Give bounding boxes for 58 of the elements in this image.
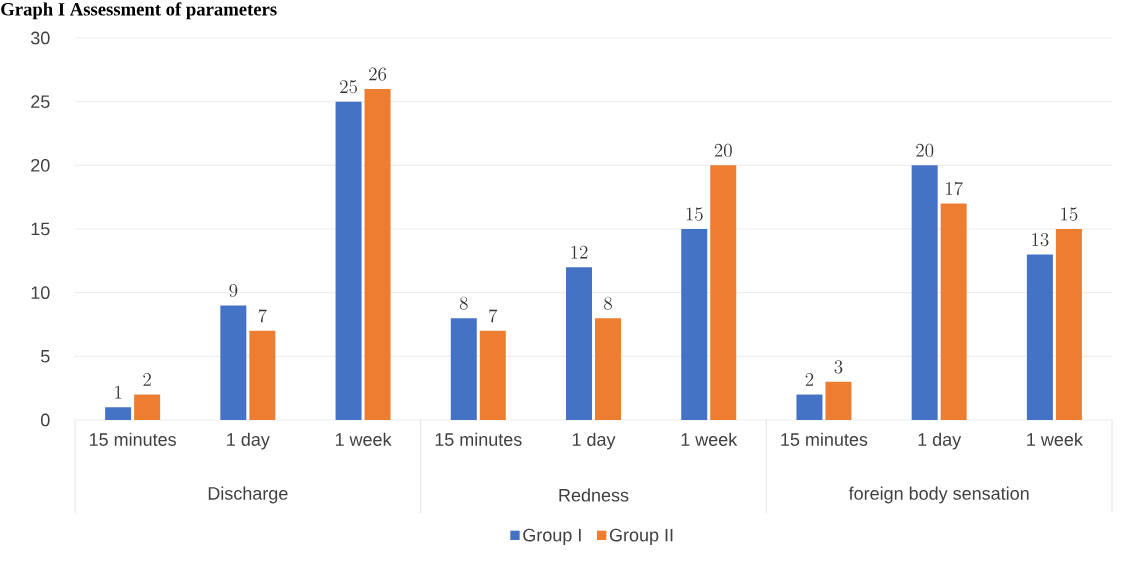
data-label: 15 <box>1061 207 1078 221</box>
x-tick-label: 1 day <box>572 432 616 450</box>
legend-label: Group II <box>609 528 673 546</box>
x-tick-label: 1 week <box>1027 432 1083 446</box>
data-label: 7 <box>258 309 267 323</box>
x-tick-label: 1 day <box>227 432 270 450</box>
bar <box>796 394 823 420</box>
bar <box>940 203 967 420</box>
data-label: 26 <box>369 67 387 81</box>
bar <box>335 101 362 420</box>
data-label: 2 <box>143 373 151 386</box>
y-tick-label: 10 <box>31 286 50 300</box>
x-tick-label: 15 minutes <box>89 432 176 446</box>
data-label: 15 <box>686 207 703 221</box>
text: Discharge <box>208 486 288 504</box>
bar <box>911 165 938 420</box>
bar <box>681 228 708 420</box>
y-tick-label: 25 <box>31 95 50 109</box>
text: Redness <box>559 488 629 502</box>
x-tick-label: 1 week <box>335 432 392 446</box>
data-label: 8 <box>604 296 612 310</box>
y-tick-label: 0 <box>41 413 50 427</box>
text: foreign body sensation <box>848 486 1029 504</box>
data-label: 20 <box>916 143 934 158</box>
x-tick-label: 15 minutes <box>435 432 522 446</box>
y-tick-label: 30 <box>30 31 50 45</box>
x-tick-label: 1 day <box>918 432 962 450</box>
data-label: 7 <box>489 309 498 323</box>
bar <box>479 330 506 420</box>
data-label: 25 <box>340 80 357 94</box>
bar <box>566 267 593 420</box>
y-tick-label: 5 <box>41 350 50 363</box>
bar <box>1055 228 1082 420</box>
bar <box>364 88 391 420</box>
bar <box>105 407 132 420</box>
y-tick-label: 20 <box>31 158 50 172</box>
bar <box>134 394 161 420</box>
y-tick-label: 15 <box>31 222 50 236</box>
x-tick-label: 1 week <box>681 432 738 446</box>
data-label: 2 <box>805 373 814 386</box>
bar <box>450 318 477 420</box>
bar <box>825 381 852 420</box>
legend-label: Group I <box>523 528 581 546</box>
data-label: 9 <box>229 283 238 298</box>
chart-title: Graph I Assessment of parameters <box>1 2 277 20</box>
data-label: 8 <box>459 296 468 310</box>
data-label: 3 <box>834 360 843 374</box>
bar <box>1026 254 1053 420</box>
bar <box>595 318 621 420</box>
bar <box>249 330 276 420</box>
data-label: 12 <box>571 245 588 259</box>
data-label: 17 <box>946 181 963 196</box>
data-label: 13 <box>1032 232 1049 247</box>
bar <box>710 165 737 420</box>
bar <box>220 305 247 420</box>
x-tick-label: 15 minutes <box>781 432 868 446</box>
data-label: 20 <box>714 143 732 158</box>
data-label: 1 <box>115 385 122 399</box>
